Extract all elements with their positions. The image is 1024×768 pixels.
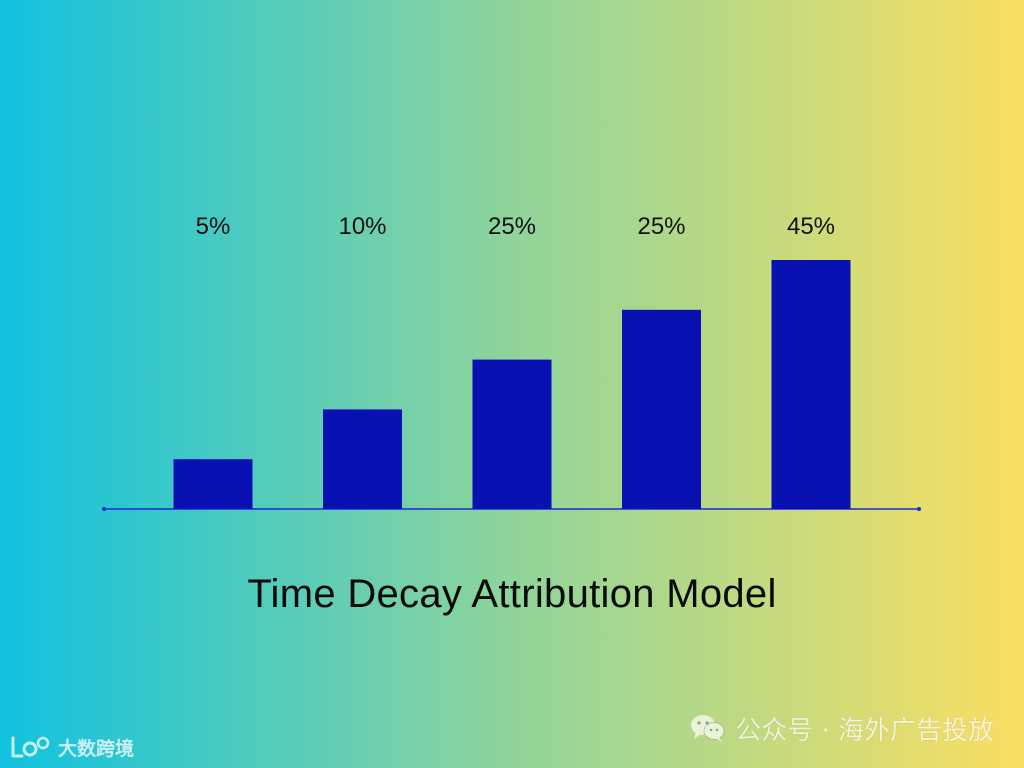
bar-5 <box>771 260 851 509</box>
data-label-4: 25% <box>637 213 685 240</box>
watermark-right-text: 公众号 · 海外广告投放 <box>735 715 994 746</box>
data-label-2: 10% <box>338 213 386 240</box>
chart-title: Time Decay Attribution Model <box>247 572 777 616</box>
wechat-icon <box>691 715 725 742</box>
bar-4 <box>622 309 701 509</box>
bar-1 <box>173 459 253 509</box>
bar-3 <box>472 359 552 509</box>
watermark-right: 公众号 · 海外广告投放 <box>689 708 994 748</box>
watermark-left: 大数跨境 <box>10 732 134 762</box>
axis-endpoint-right <box>917 507 921 511</box>
data-label-3: 25% <box>488 213 536 240</box>
logo-icon <box>11 736 50 758</box>
watermark-left-text: 大数跨境 <box>58 737 135 760</box>
axis-endpoint-left <box>102 507 106 511</box>
data-label-1: 5% <box>196 213 231 240</box>
bar-2 <box>323 409 402 509</box>
data-label-5: 45% <box>787 213 835 240</box>
